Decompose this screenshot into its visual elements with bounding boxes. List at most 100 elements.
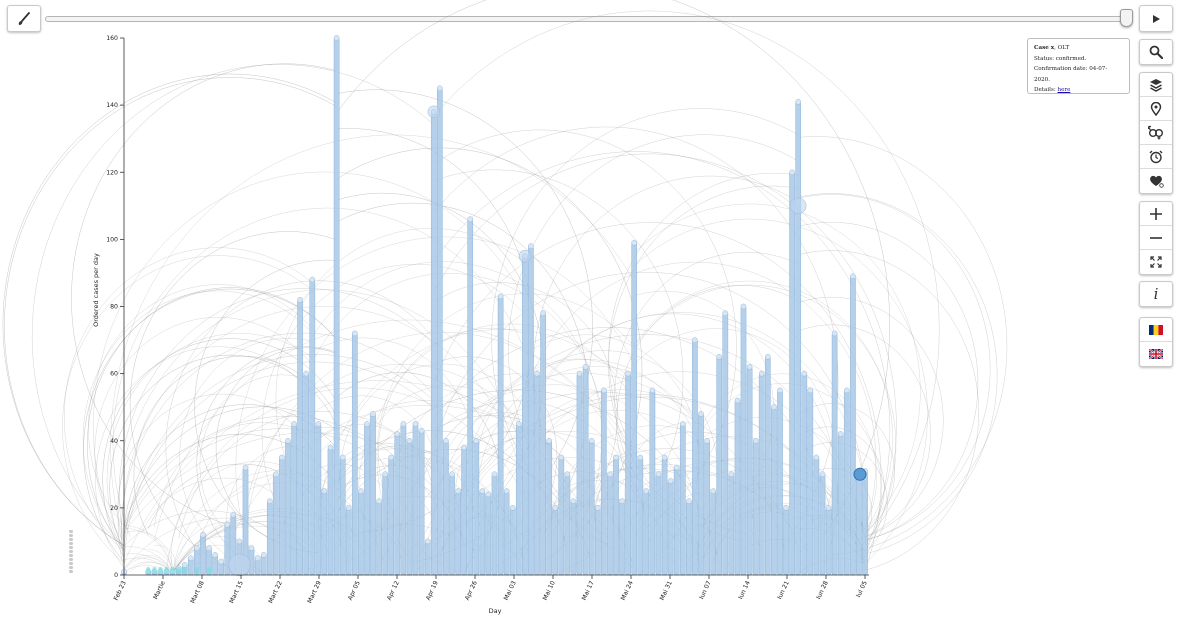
transmission-arc bbox=[102, 338, 337, 558]
bar-cap-91 bbox=[673, 464, 680, 471]
highlight-marker-9 bbox=[176, 567, 181, 574]
details-link[interactable]: here bbox=[1057, 87, 1071, 93]
bar-cap-108 bbox=[777, 387, 783, 394]
bar-82 bbox=[619, 501, 625, 576]
bar-111 bbox=[795, 101, 801, 576]
highlight-marker-7 bbox=[164, 567, 169, 574]
transmission-arc bbox=[95, 346, 313, 569]
bar-89 bbox=[661, 457, 668, 576]
bar-cap-26 bbox=[279, 454, 285, 461]
bar-cap-11 bbox=[187, 555, 194, 562]
transmission-arc bbox=[123, 525, 173, 575]
timeline-slider[interactable] bbox=[45, 9, 1133, 27]
bar-46 bbox=[400, 423, 407, 576]
bar-cap-44 bbox=[388, 454, 395, 461]
bar-69 bbox=[540, 313, 546, 576]
language-english-button[interactable] bbox=[1140, 342, 1172, 366]
transmission-arc bbox=[64, 247, 313, 552]
bar-cap-36 bbox=[339, 454, 346, 461]
highlight-marker-4 bbox=[146, 567, 151, 574]
bar-cap-49 bbox=[418, 427, 425, 434]
fit-screen-icon bbox=[1150, 256, 1162, 268]
transmission-arc bbox=[2, 73, 337, 546]
bar-37 bbox=[345, 507, 352, 576]
bar-cap-18 bbox=[230, 511, 237, 518]
zoom-in-button[interactable] bbox=[1140, 202, 1172, 226]
case-info-box: Case x, OLT Status: confirmed. Confirmat… bbox=[1027, 38, 1130, 94]
transmission-arc bbox=[123, 530, 173, 575]
bar-cap-32 bbox=[315, 421, 322, 427]
play-button[interactable] bbox=[1139, 5, 1173, 32]
location-button[interactable] bbox=[1140, 97, 1172, 121]
bar-cap-60 bbox=[485, 491, 492, 498]
cluster-circle-3 bbox=[427, 105, 441, 119]
zoom-out-icon bbox=[1150, 236, 1162, 239]
x-tick-label-15: Iun 07 bbox=[698, 580, 713, 601]
bar-75 bbox=[576, 373, 583, 576]
search-icon bbox=[1149, 45, 1163, 59]
bar-cap-12 bbox=[194, 545, 200, 551]
fit-screen-button[interactable] bbox=[1140, 250, 1172, 274]
zoom-out-button[interactable] bbox=[1140, 226, 1172, 250]
uk-flag-icon bbox=[1149, 349, 1163, 359]
bar-65 bbox=[516, 423, 522, 576]
transmission-arc bbox=[633, 284, 897, 546]
brush-icon bbox=[18, 11, 30, 25]
bar-120 bbox=[850, 276, 856, 576]
bar-77 bbox=[588, 440, 595, 576]
info-button[interactable]: i bbox=[1140, 282, 1172, 306]
transmission-arc bbox=[433, 222, 882, 571]
heart-button[interactable] bbox=[1140, 169, 1172, 193]
search-button[interactable] bbox=[1139, 39, 1173, 65]
language-romanian-button[interactable] bbox=[1140, 318, 1172, 342]
alarm-button[interactable] bbox=[1140, 145, 1172, 169]
bar-cap-14 bbox=[206, 545, 212, 551]
bar-cap-103 bbox=[746, 364, 753, 370]
bar-cap-109 bbox=[783, 505, 789, 511]
bar-cap-16 bbox=[218, 558, 225, 565]
bar-70 bbox=[546, 440, 552, 576]
highlight-marker-5 bbox=[152, 567, 157, 574]
bar-cap-82 bbox=[619, 498, 625, 505]
transmission-arc bbox=[121, 306, 526, 563]
bar-29 bbox=[297, 299, 303, 576]
transmission-arc bbox=[633, 280, 893, 532]
bar-108 bbox=[777, 390, 783, 576]
bar-cap-37 bbox=[345, 505, 352, 511]
transmission-arc bbox=[700, 373, 877, 527]
language-toolbar bbox=[1139, 317, 1173, 367]
bar-cap-81 bbox=[613, 454, 619, 461]
gender-button[interactable] bbox=[1140, 121, 1172, 145]
bar-cap-118 bbox=[837, 431, 844, 437]
brush-button[interactable] bbox=[7, 5, 41, 32]
bar-cap-34 bbox=[327, 444, 334, 451]
y-tick-label-160: 160 bbox=[106, 35, 118, 42]
bar-63 bbox=[503, 490, 510, 576]
bar-cap-107 bbox=[771, 404, 777, 411]
slider-thumb[interactable] bbox=[1120, 9, 1133, 27]
case-confirmation-date: Confirmation date: 04-07-2020. bbox=[1034, 66, 1108, 83]
transmission-arc bbox=[798, 193, 998, 555]
bar-cap-67 bbox=[528, 243, 534, 249]
bar-cap-10 bbox=[181, 562, 188, 568]
gender-icon bbox=[1148, 125, 1163, 140]
bar-81 bbox=[613, 457, 619, 576]
highlight-marker-10 bbox=[182, 567, 187, 574]
bar-cap-39 bbox=[358, 488, 364, 494]
layers-button[interactable] bbox=[1140, 73, 1172, 97]
bar-55 bbox=[455, 490, 461, 576]
bar-cap-76 bbox=[582, 364, 589, 370]
bar-cap-62 bbox=[497, 293, 504, 300]
y-tick-label-40: 40 bbox=[110, 438, 118, 445]
bar-119 bbox=[844, 390, 850, 576]
x-tick-label-13: Mai 24 bbox=[620, 580, 635, 602]
x-tick-label-14: Mai 31 bbox=[659, 580, 674, 602]
zoom-in-icon bbox=[1150, 207, 1162, 220]
bar-107 bbox=[771, 407, 777, 576]
transmission-arc bbox=[165, 280, 434, 559]
x-tick-label-19: Iul 05 bbox=[855, 580, 869, 599]
bar-33 bbox=[321, 490, 328, 576]
alarm-clock-icon bbox=[1149, 150, 1163, 163]
bar-cap-30 bbox=[303, 370, 310, 377]
